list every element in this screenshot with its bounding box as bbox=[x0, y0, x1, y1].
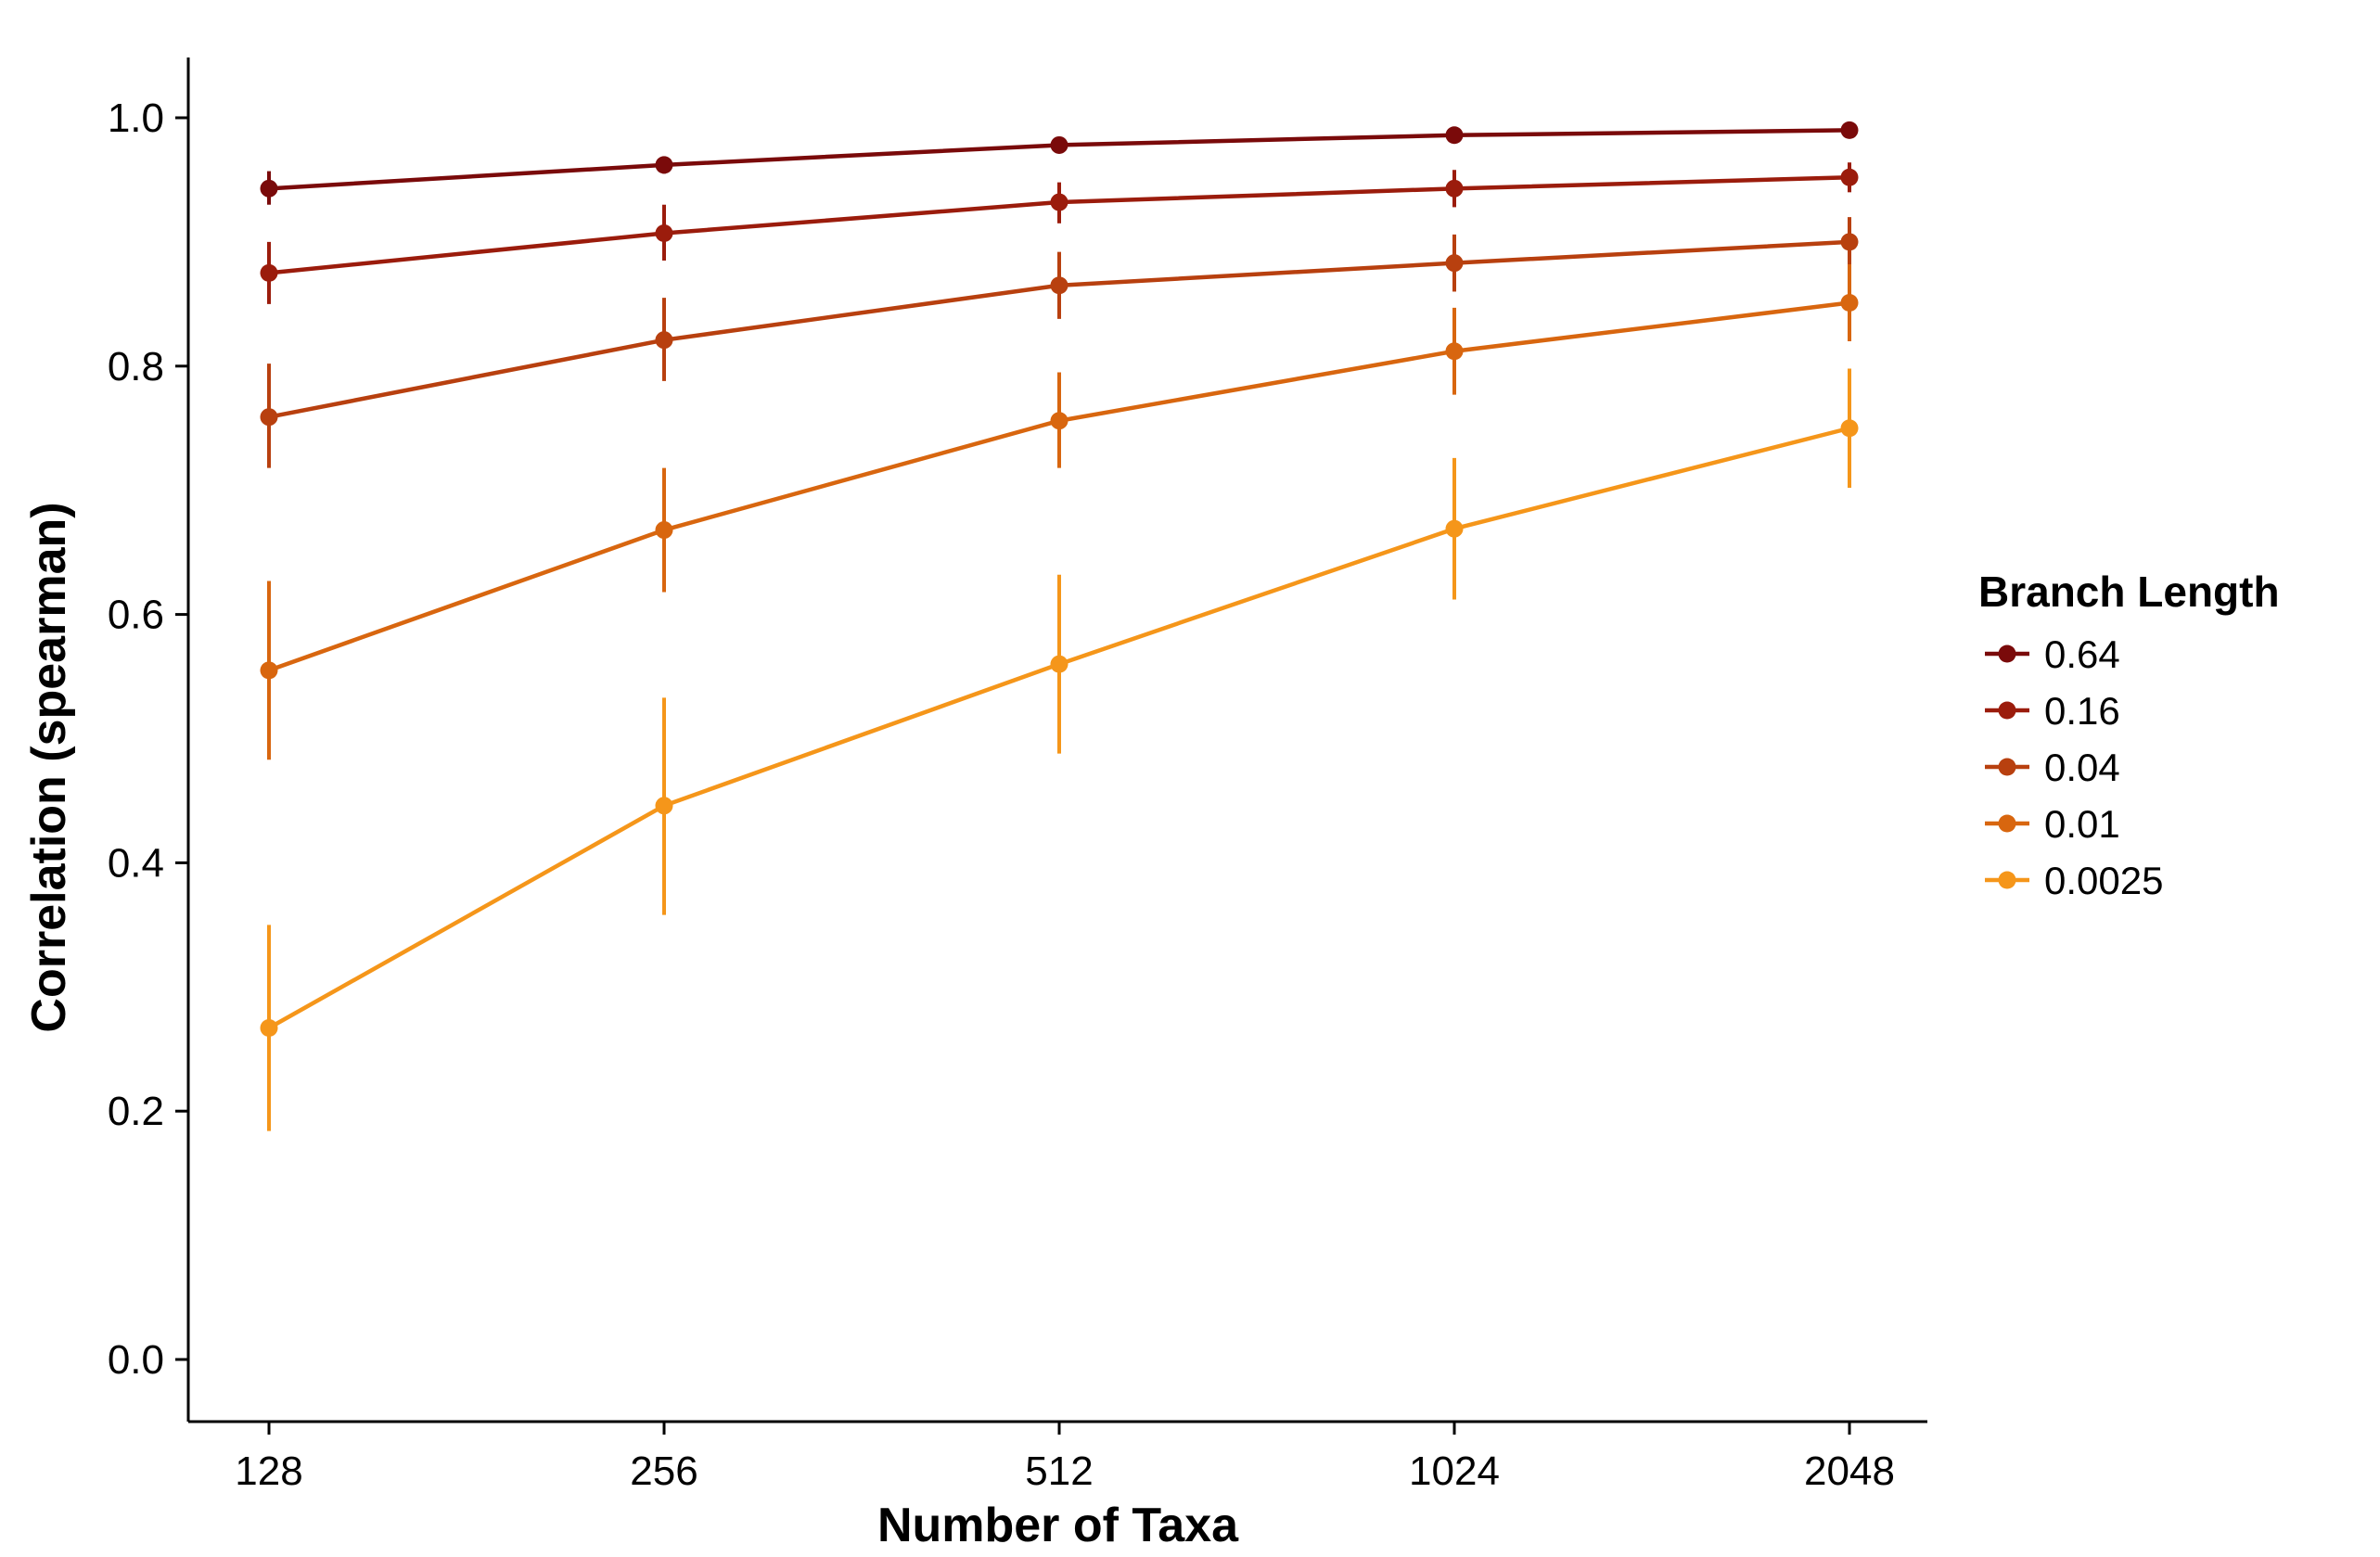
data-point bbox=[655, 156, 673, 174]
data-point bbox=[1840, 419, 1859, 438]
data-point bbox=[1445, 126, 1464, 145]
legend-items: 0.64 0.16 0.04 0.01 0.0025 bbox=[1985, 632, 2163, 902]
y-tick-label: 0.6 bbox=[108, 593, 164, 638]
data-point bbox=[1840, 121, 1859, 139]
x-ticks: 128 256 512 1024 2048 bbox=[235, 1422, 1895, 1494]
legend-title: Branch Length bbox=[1978, 568, 2280, 616]
data-point bbox=[1050, 412, 1068, 430]
legend-key-point bbox=[1998, 701, 2016, 720]
y-tick-label: 1.0 bbox=[108, 96, 164, 141]
legend-key-point bbox=[1998, 644, 2016, 663]
data-point bbox=[260, 661, 278, 680]
x-tick-label: 1024 bbox=[1409, 1449, 1500, 1494]
y-tick-label: 0.4 bbox=[108, 840, 164, 886]
data-point bbox=[1840, 168, 1859, 186]
x-axis-title: Number of Taxa bbox=[877, 1499, 1239, 1552]
data-point bbox=[655, 521, 673, 540]
data-point bbox=[1050, 193, 1068, 211]
x-tick-label: 128 bbox=[235, 1449, 302, 1494]
legend-label: 0.16 bbox=[2044, 689, 2120, 733]
legend-label: 0.0025 bbox=[2044, 859, 2163, 902]
x-tick-label: 2048 bbox=[1804, 1449, 1895, 1494]
series-0.64 bbox=[260, 121, 1859, 205]
x-tick-label: 512 bbox=[1025, 1449, 1093, 1494]
series-0.04 bbox=[260, 217, 1859, 468]
y-tick-label: 0.2 bbox=[108, 1089, 164, 1134]
legend-label: 0.64 bbox=[2044, 632, 2120, 676]
data-point bbox=[260, 408, 278, 427]
data-point bbox=[260, 263, 278, 282]
series-layer bbox=[260, 121, 1859, 1131]
data-point bbox=[1840, 233, 1859, 251]
legend-key-point bbox=[1998, 871, 2016, 889]
data-point bbox=[260, 179, 278, 198]
data-point bbox=[655, 331, 673, 350]
legend: Branch Length 0.64 0.16 0.04 0.01 0.0025 bbox=[1978, 568, 2280, 902]
data-point bbox=[260, 1018, 278, 1037]
series-0.0025 bbox=[260, 368, 1859, 1131]
data-point bbox=[655, 797, 673, 815]
legend-key-point bbox=[1998, 758, 2016, 776]
data-point bbox=[1840, 294, 1859, 313]
legend-label: 0.01 bbox=[2044, 802, 2120, 846]
series-0.16 bbox=[260, 162, 1859, 304]
x-tick-label: 256 bbox=[630, 1449, 697, 1494]
data-point bbox=[1050, 135, 1068, 154]
y-ticks: 0.0 0.2 0.4 0.6 0.8 1.0 bbox=[108, 96, 188, 1383]
y-tick-label: 0.8 bbox=[108, 344, 164, 389]
data-point bbox=[1445, 179, 1464, 198]
series-0.01 bbox=[260, 264, 1859, 760]
legend-key-point bbox=[1998, 814, 2016, 833]
y-axis-title: Correlation (spearman) bbox=[22, 502, 76, 1032]
data-point bbox=[1445, 342, 1464, 361]
data-point bbox=[1050, 655, 1068, 673]
data-point bbox=[1445, 519, 1464, 538]
data-point bbox=[655, 224, 673, 243]
y-tick-label: 0.0 bbox=[108, 1337, 164, 1383]
data-point bbox=[1050, 276, 1068, 295]
data-point bbox=[1445, 254, 1464, 273]
legend-label: 0.04 bbox=[2044, 746, 2120, 789]
axes: 0.0 0.2 0.4 0.6 0.8 1.0 128 256 512 1024 2048 bbox=[108, 57, 1927, 1494]
